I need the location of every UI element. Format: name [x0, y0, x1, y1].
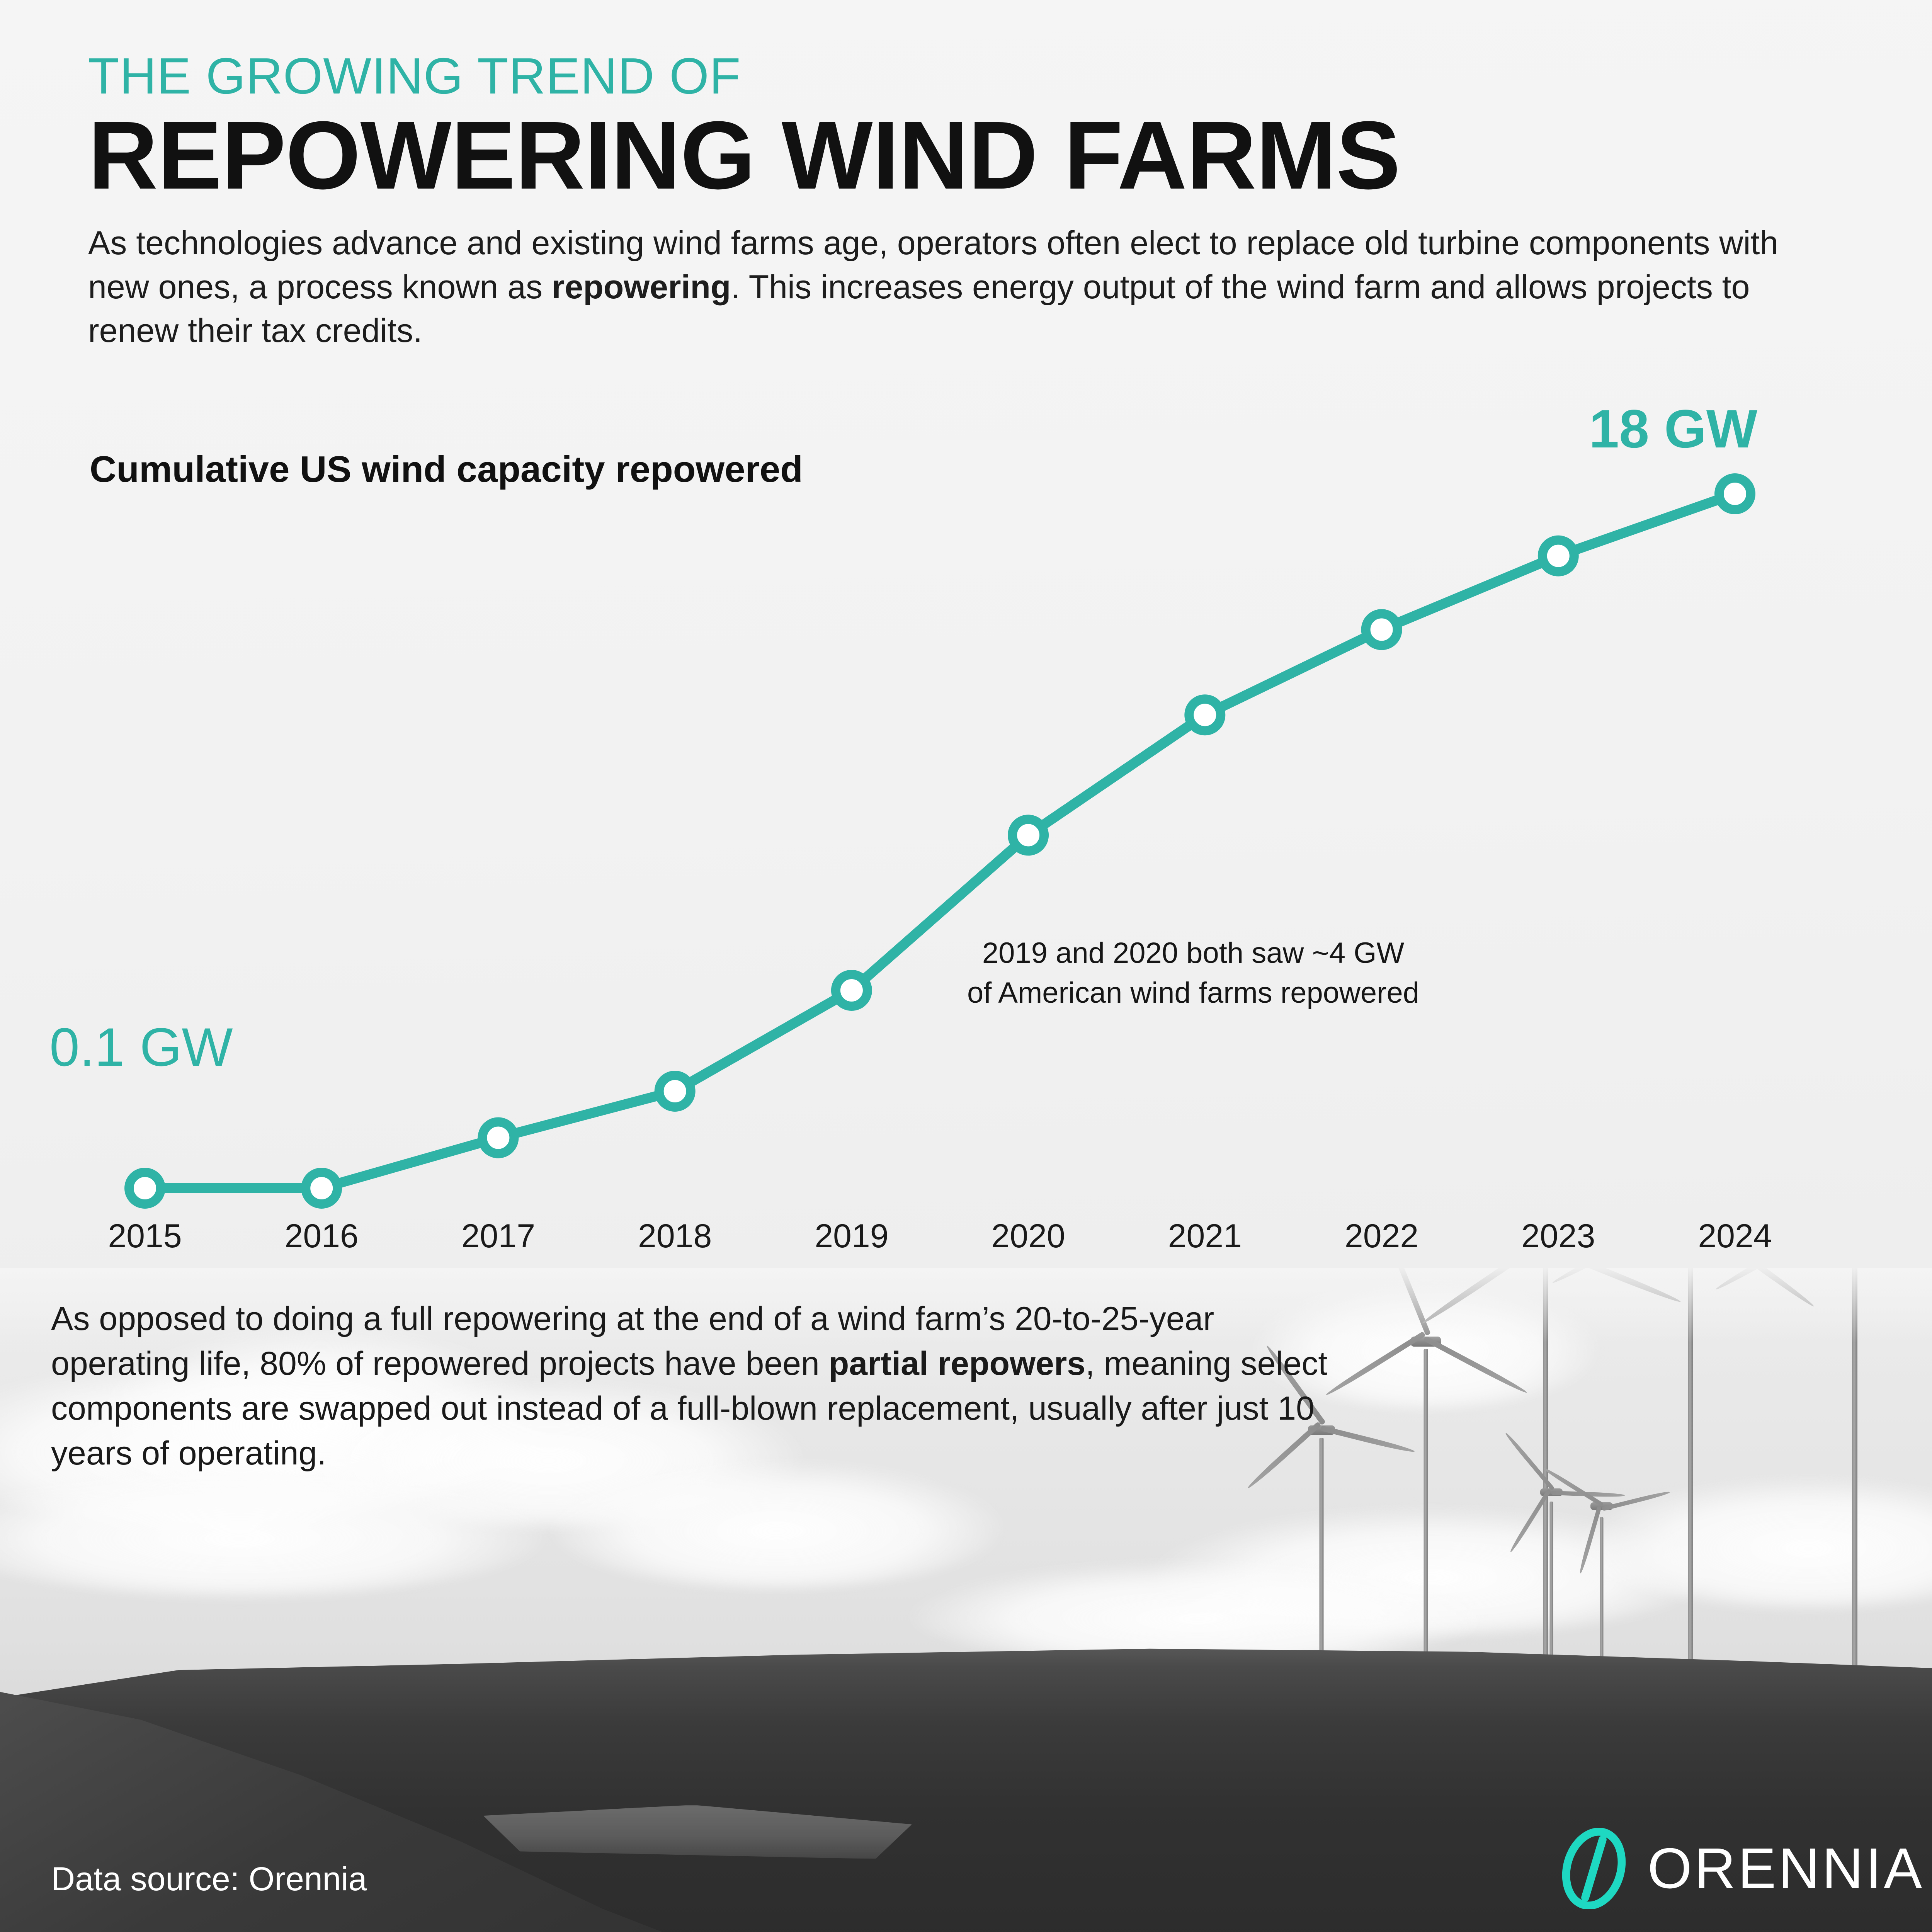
- data-point-marker: [301, 1168, 342, 1209]
- intro-text-part1: As technologies advance and existing win…: [88, 224, 1779, 306]
- header-block: THE GROWING TREND OF REPOWERING WIND FAR…: [88, 50, 1904, 353]
- intro-paragraph: As technologies advance and existing win…: [88, 221, 1831, 353]
- x-axis-tick-2021: 2021: [1168, 1218, 1242, 1255]
- x-axis-tick-2016: 2016: [284, 1218, 359, 1255]
- x-axis-tick-2022: 2022: [1344, 1218, 1419, 1255]
- data-point-marker: [831, 970, 872, 1011]
- x-axis-tick-2018: 2018: [638, 1218, 712, 1255]
- x-axis-tick-2017: 2017: [461, 1218, 536, 1255]
- x-axis-tick-2024: 2024: [1698, 1218, 1772, 1255]
- chart-title: Cumulative US wind capacity repowered: [90, 449, 803, 490]
- series-polyline: [140, 489, 1740, 1193]
- outro-bold-partial-repowers: partial repowers: [828, 1345, 1086, 1383]
- data-point-marker: [1361, 609, 1402, 650]
- chart-svg: [124, 473, 1755, 1209]
- last-point-label: 18 GW: [1589, 398, 1757, 459]
- data-point-marker: [1008, 815, 1049, 856]
- intro-text-part2: . This increases energy output of the wi…: [88, 268, 1750, 350]
- outro-text-part1: As opposed to doing a full repowering at…: [51, 1300, 1214, 1383]
- data-source-label: Data source: Orennia: [51, 1861, 367, 1898]
- first-point-label: 0.1 GW: [49, 1017, 233, 1077]
- x-axis-tick-2015: 2015: [108, 1218, 182, 1255]
- line-chart: [0, 394, 1932, 1221]
- intro-bold-repowering: repowering: [551, 268, 731, 306]
- brand-wordmark: ORENNIA: [1647, 1837, 1924, 1900]
- photo-fade-overlay: [0, 1268, 1932, 1932]
- outro-text-part2: , meaning select components are swapped …: [51, 1345, 1328, 1472]
- wind-farm-photo: [0, 1268, 1932, 1932]
- kicker-text: THE GROWING TREND OF: [88, 48, 741, 104]
- data-point-marker: [124, 1168, 165, 1209]
- data-point-marker: [654, 1071, 696, 1112]
- data-point-marker: [1714, 473, 1755, 514]
- outro-paragraph: As opposed to doing a full repowering at…: [51, 1296, 1357, 1476]
- page-title: REPOWERING WIND FARMS: [88, 101, 1401, 209]
- x-axis-tick-2023: 2023: [1521, 1218, 1595, 1255]
- x-axis-tick-2020: 2020: [991, 1218, 1065, 1255]
- annotation-line-2: of American wind farms repowered: [967, 976, 1420, 1010]
- series-markers: [124, 473, 1755, 1209]
- brand-lockup: ORENNIA: [1557, 1828, 1924, 1909]
- annotation-line-1: 2019 and 2020 both saw ~4 GW: [982, 937, 1405, 969]
- data-point-marker: [1537, 535, 1579, 577]
- data-point-marker: [1184, 694, 1226, 736]
- x-axis-labels: 2015 2016 2017 2018 2019 2020 2021 2022 2023 2024: [0, 1217, 1932, 1264]
- x-axis-tick-2019: 2019: [815, 1218, 889, 1255]
- data-point-marker: [478, 1117, 519, 1158]
- chart-annotation: 2019 and 2020 both saw ~4 GW of American…: [967, 933, 1419, 1013]
- orennia-logo-icon: [1562, 1828, 1626, 1909]
